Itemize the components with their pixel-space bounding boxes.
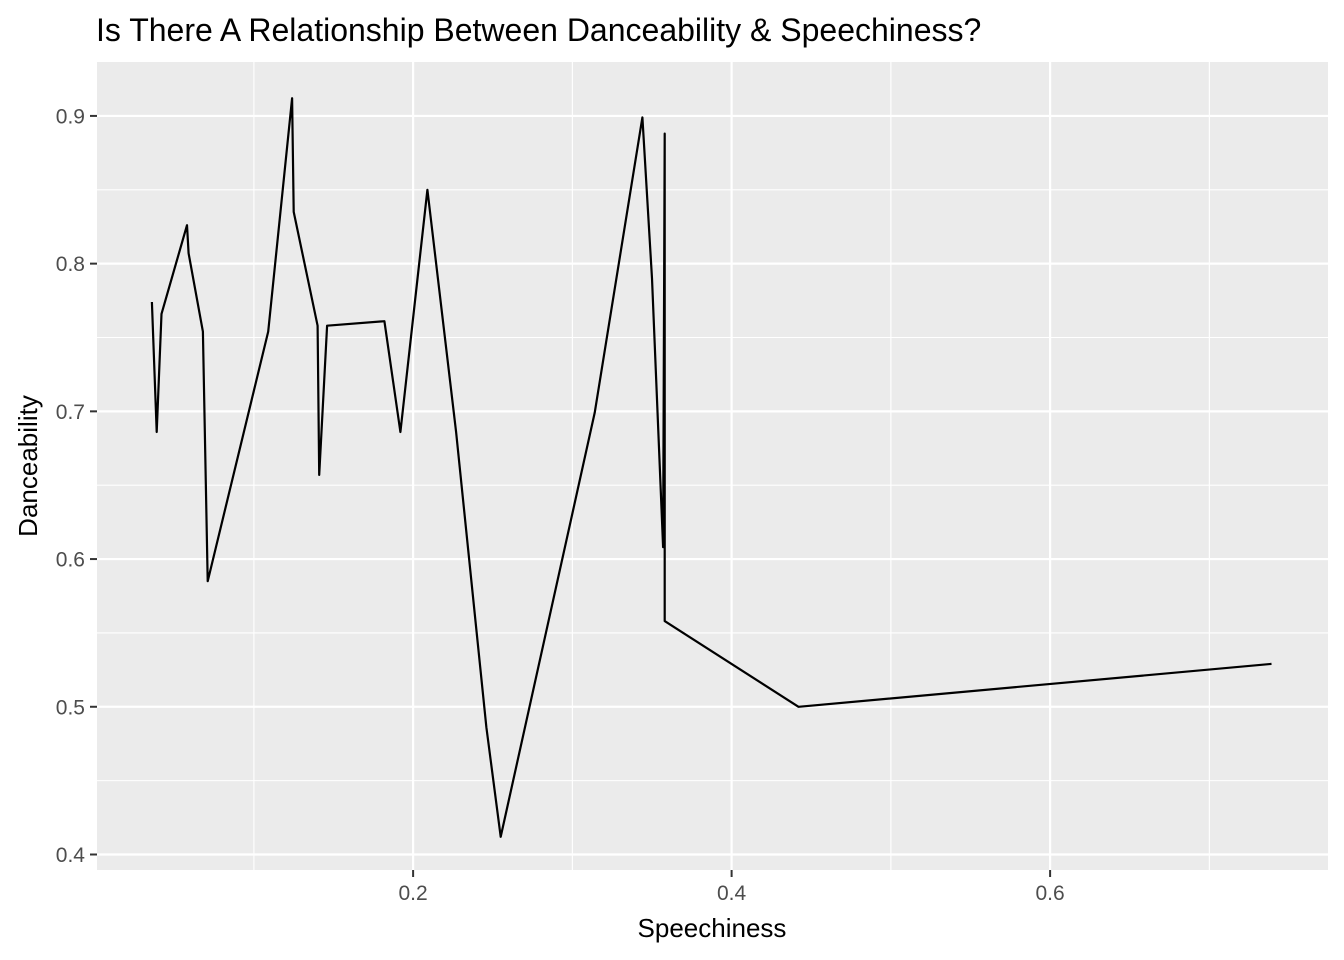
minor-gridlines (97, 62, 1328, 870)
x-tick-label: 0.6 (1036, 882, 1065, 905)
y-tick-label: 0.8 (56, 253, 85, 276)
y-tick-label: 0.7 (56, 401, 85, 424)
x-axis-title: Speechiness (638, 913, 787, 943)
x-tick-label: 0.4 (717, 882, 747, 905)
y-tick-label: 0.4 (56, 844, 86, 867)
major-gridlines (97, 62, 1328, 870)
x-tick-label: 0.2 (399, 882, 428, 905)
y-axis-title: Danceability (13, 395, 43, 537)
x-axis: 0.2 0.4 0.6 (399, 870, 1065, 905)
y-tick-label: 0.9 (56, 105, 85, 128)
plot-panel (97, 62, 1328, 870)
y-tick-label: 0.5 (56, 696, 85, 719)
y-axis: 0.4 0.5 0.6 0.7 0.8 0.9 (56, 105, 97, 867)
series-line (150, 97, 1272, 838)
series-layer (150, 97, 1272, 838)
chart-title: Is There A Relationship Between Danceabi… (96, 12, 981, 48)
y-tick-label: 0.6 (56, 549, 85, 572)
